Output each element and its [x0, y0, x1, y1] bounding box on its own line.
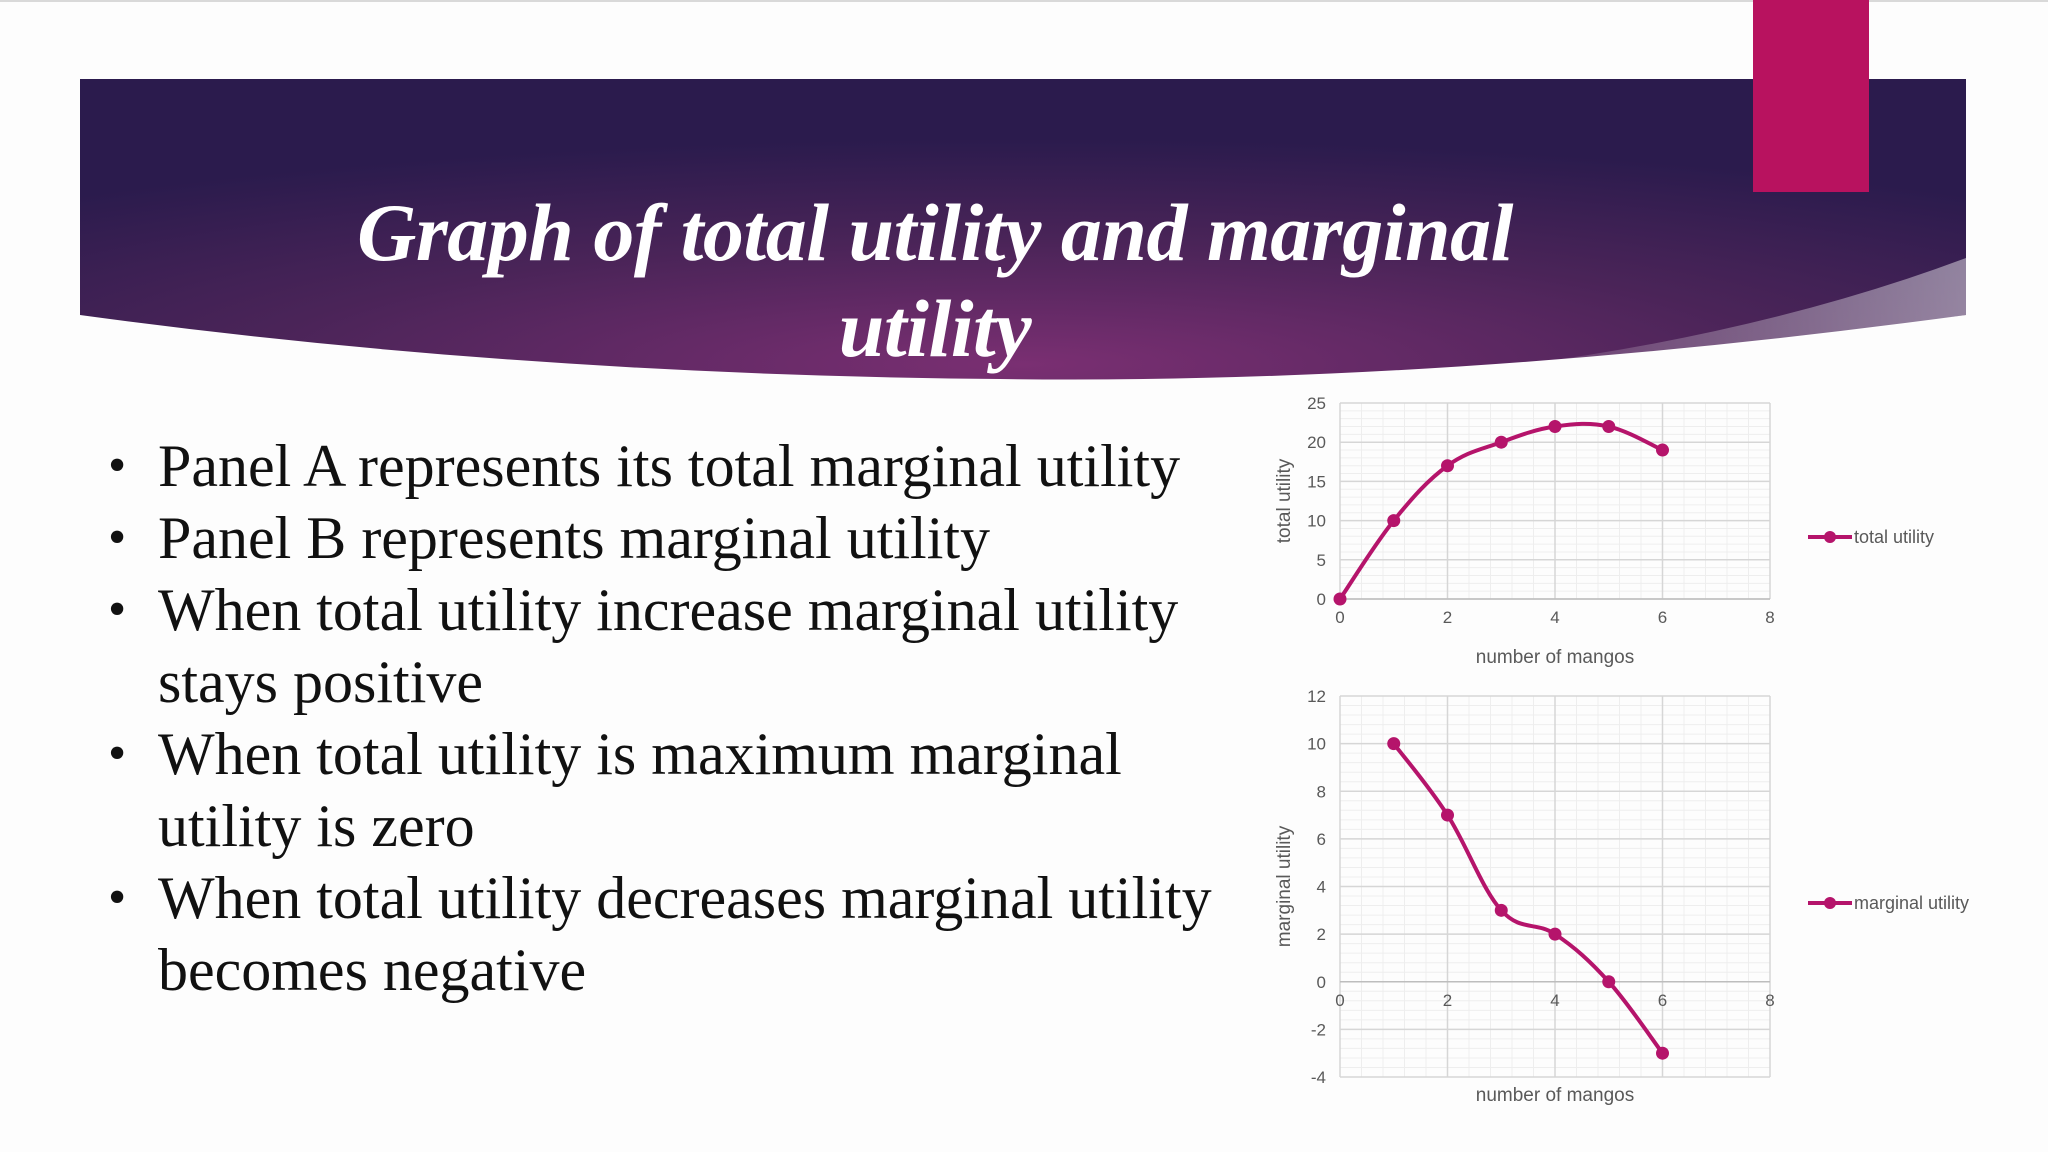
legend-marker: [1824, 531, 1836, 543]
x-tick-label: 4: [1550, 991, 1559, 1010]
data-point: [1656, 443, 1669, 457]
chart-panel-b: -4 -2 0 2 4 6 8 10 12 0 2 4 6 8 number of mangos margin…: [1274, 687, 1969, 1106]
bullet-list: Panel A represents its total marginal ut…: [108, 430, 1258, 1006]
bullet-item: When total utility is maximum marginal u…: [108, 718, 1258, 862]
x-axis-title: number of mangos: [1476, 1085, 1634, 1106]
y-tick-label: -2: [1311, 1020, 1326, 1039]
y-tick-label: 20: [1307, 433, 1326, 452]
data-point: [1602, 420, 1616, 434]
data-point: [1333, 592, 1347, 606]
y-tick-label: 15: [1307, 472, 1326, 491]
y-tick-label: 25: [1307, 394, 1326, 413]
y-tick-label: 12: [1307, 687, 1326, 706]
x-tick-label: 8: [1765, 991, 1774, 1010]
data-point: [1656, 1046, 1669, 1060]
x-tick-label: 4: [1550, 608, 1559, 627]
y-tick-label: 0: [1317, 590, 1326, 609]
x-tick-label: 0: [1335, 608, 1344, 627]
y-tick-label: 2: [1317, 925, 1326, 944]
y-axis-title: total utility: [1274, 458, 1295, 543]
data-point: [1602, 975, 1616, 989]
x-tick-label: 6: [1658, 608, 1667, 627]
series-line: [1391, 741, 1665, 1056]
data-point: [1387, 737, 1401, 751]
title-line-2: utility: [838, 282, 1032, 374]
bullet-item: When total utility increase marginal uti…: [108, 574, 1258, 718]
x-tick-label: 0: [1335, 991, 1344, 1010]
x-tick-label: 8: [1765, 608, 1774, 627]
data-point: [1441, 808, 1454, 822]
legend-label: marginal utility: [1854, 893, 1969, 913]
chart-panel-a: 0 5 10 15 20 25 0 2 4 6 8 number of mangos total uti…: [1274, 394, 1934, 668]
legend-marker: [1824, 897, 1836, 909]
y-tick-label: 10: [1307, 512, 1326, 531]
title-line-1: Graph of total utility and marginal: [357, 186, 1513, 278]
x-axis-title: number of mangos: [1476, 647, 1634, 668]
title-banner: [80, 79, 1966, 380]
legend-label: total utility: [1854, 527, 1934, 547]
data-point: [1387, 514, 1401, 528]
y-tick-label: 4: [1317, 878, 1326, 897]
bullet-item: Panel A represents its total marginal ut…: [108, 430, 1258, 502]
data-point: [1441, 459, 1454, 473]
y-tick-label: -4: [1311, 1068, 1326, 1087]
accent-tab: [1753, 0, 1869, 192]
slide-title: Graph of total utility and marginal util…: [235, 185, 1635, 377]
top-border: [0, 0, 2048, 2]
data-point: [1494, 903, 1508, 917]
bullet-item: Panel B represents marginal utility: [108, 502, 1258, 574]
x-tick-label: 2: [1443, 608, 1452, 627]
y-tick-label: 8: [1317, 782, 1326, 801]
y-tick-label: 10: [1307, 735, 1326, 754]
bullet-item: When total utility decreases marginal ut…: [108, 862, 1258, 1006]
x-tick-label: 6: [1658, 991, 1667, 1010]
y-tick-label: 5: [1317, 551, 1326, 570]
data-point: [1494, 435, 1508, 449]
x-tick-label: 2: [1443, 991, 1452, 1010]
data-point: [1548, 420, 1562, 434]
y-axis-title: marginal utility: [1274, 825, 1295, 947]
y-tick-label: 0: [1317, 973, 1326, 992]
y-tick-label: 6: [1317, 830, 1326, 849]
data-point: [1548, 927, 1562, 941]
